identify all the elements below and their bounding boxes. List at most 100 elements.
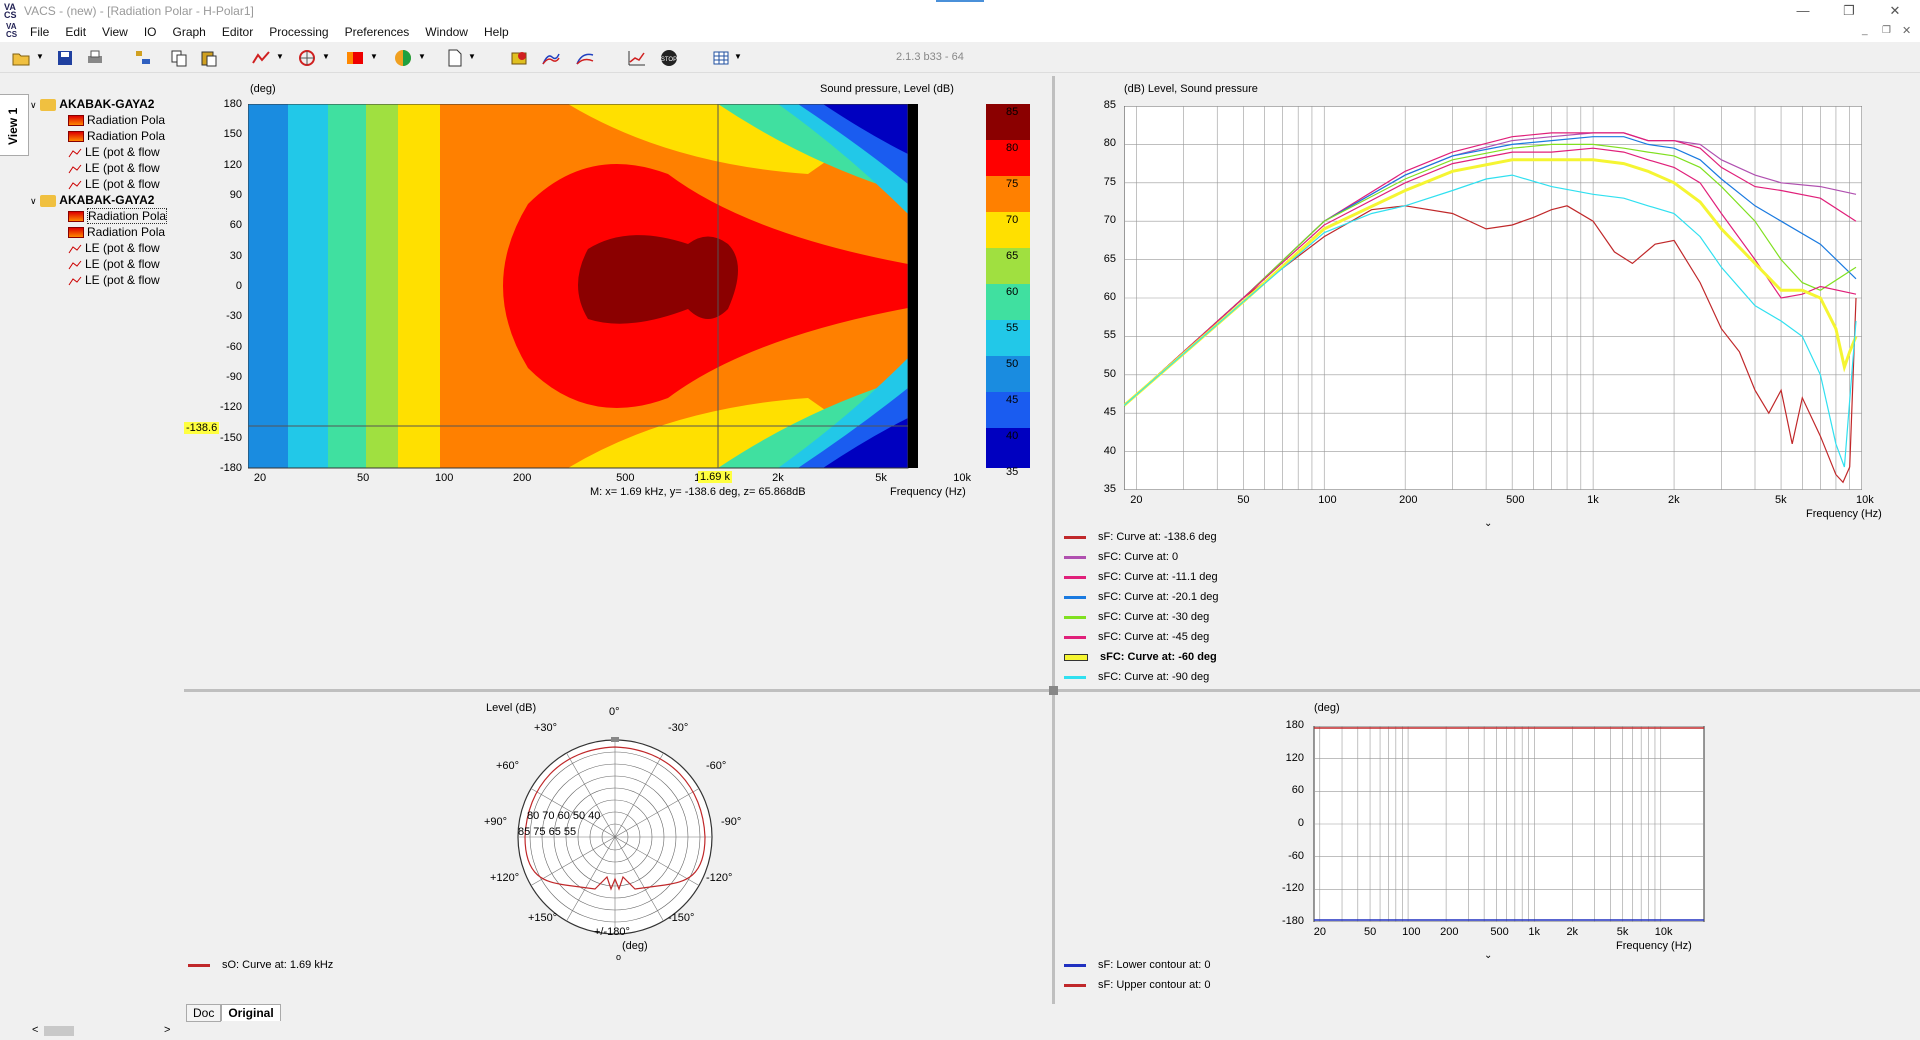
polar-angle-m90: -90° [721,816,742,828]
line-graph-icon[interactable] [252,49,270,67]
menu-processing[interactable]: Processing [269,25,329,39]
polar-legend-row[interactable]: sO: Curve at: 1.69 kHz [188,956,333,974]
polar-angle-p60: +60° [496,760,520,772]
trend-icon[interactable] [628,49,646,67]
freq-series-line[interactable] [1124,132,1857,406]
polar-dropdown-icon[interactable]: ▼ [322,52,330,61]
save-icon[interactable] [56,49,74,67]
freq-legend-row[interactable]: sFC: Curve at: 0 [1064,548,1178,566]
tree-item[interactable]: LE (pot & flow [68,256,160,272]
tree-item[interactable]: LE (pot & flow [68,144,160,160]
freq-ytick: 45 [1103,406,1116,419]
print-icon[interactable] [86,49,104,67]
menu-file[interactable]: File [30,25,50,39]
scroll-thumb[interactable] [44,1026,74,1036]
small-xtick: 200 [1440,926,1459,938]
tree-item[interactable]: LE (pot & flow [68,160,160,176]
legend-swatch [1064,575,1086,579]
small-contour-plot[interactable] [1312,726,1710,922]
freq-xtick: 10k [1856,494,1874,506]
mdi-restore-icon[interactable]: ❐ [1882,25,1891,36]
balloon-graph-icon[interactable] [394,49,412,67]
tree-group-1[interactable]: ∨ AKABAK-GAYA2 [30,97,155,111]
grid-dropdown-icon[interactable]: ▼ [734,52,742,61]
polar-plot[interactable] [484,702,724,952]
open-dropdown-icon[interactable]: ▼ [36,52,44,61]
open-folder-icon[interactable] [12,49,30,67]
freq-legend-row[interactable]: sFC: Curve at: -20.1 deg [1064,588,1218,606]
freq-legend-row[interactable]: sF: Curve at: -138.6 deg [1064,528,1217,546]
freq-series-line[interactable] [1124,205,1857,484]
small-expand-icon[interactable]: ⌄ [1484,950,1493,961]
tree-item[interactable]: Radiation Pola [68,112,165,128]
freq-legend-row[interactable]: sFC: Curve at: -11.1 deg [1064,568,1218,586]
freq-series-line[interactable] [1124,147,1857,406]
tree-item[interactable]: Radiation Pola [68,224,165,240]
splitter-handle[interactable] [1049,686,1058,695]
radiation-polar-icon [68,227,84,239]
menu-preferences[interactable]: Preferences [344,25,410,39]
compute-icon[interactable] [510,49,528,67]
small-contour-x-label: Frequency (Hz) [1616,940,1692,952]
freq-legend-row[interactable]: sFC: Curve at: -30 deg [1064,608,1209,626]
stop-icon[interactable]: STOP [660,49,678,67]
menu-graph[interactable]: Graph [172,25,206,39]
menu-editor[interactable]: Editor [221,25,254,39]
frequency-chart[interactable] [1124,106,1862,490]
doc-icon: VA CS [6,22,18,39]
view-tab[interactable]: View 1 [0,94,29,156]
line-dropdown-icon[interactable]: ▼ [276,52,284,61]
contour-graph-icon[interactable] [346,49,364,67]
paste-icon[interactable] [200,49,218,67]
menu-io[interactable]: IO [143,25,157,39]
tree-item[interactable]: Radiation Pola [68,128,165,144]
menu-window[interactable]: Window [425,25,468,39]
freq-series-line[interactable] [1124,174,1857,468]
spectrum-icon[interactable] [542,49,560,67]
curves-icon[interactable] [576,49,594,67]
tree-item[interactable]: LE (pot & flow [68,176,160,192]
tree-group-2[interactable]: ∨ AKABAK-GAYA2 [30,193,155,207]
colorbar-tick: 80 [1006,142,1019,154]
mdi-minimize-icon[interactable]: _ [1862,25,1868,36]
balloon-dropdown-icon[interactable]: ▼ [418,52,426,61]
close-icon[interactable]: ✕ [1889,3,1901,18]
freq-legend-row[interactable]: sFC: Curve at: -45 deg [1064,628,1209,646]
small-legend-row[interactable]: sF: Upper contour at: 0 [1064,976,1211,994]
tree-item-selected[interactable]: Radiation Pola [68,208,168,224]
restore-icon[interactable]: ❐ [1843,3,1855,18]
doc-dropdown-icon[interactable]: ▼ [468,52,476,61]
contour-ytick: 180 [223,98,242,110]
contour-plot[interactable] [248,104,1034,472]
freq-ytick: 75 [1103,175,1116,188]
freq-legend-row[interactable]: sFC: Curve at: -90 deg [1064,668,1209,686]
freq-legend-row[interactable]: sFC: Curve at: -60 deg [1064,648,1217,666]
new-document-icon[interactable] [446,49,464,67]
copy-icon[interactable] [170,49,188,67]
freq-series-line[interactable] [1124,158,1858,407]
grid-settings-icon[interactable] [712,49,730,67]
tab-original[interactable]: Original [221,1004,281,1021]
contour-dropdown-icon[interactable]: ▼ [370,52,378,61]
tree-item[interactable]: LE (pot & flow [68,240,160,256]
polar-graph-icon[interactable] [298,49,316,67]
tree-icon[interactable] [134,49,152,67]
scroll-right-icon[interactable]: > [164,1024,171,1036]
colorbar-tick: 75 [1006,178,1019,190]
freq-series-line[interactable] [1124,136,1857,406]
tab-doc[interactable]: Doc [186,1004,222,1022]
contour-xtick: 5k [875,472,887,484]
small-legend-row[interactable]: sF: Lower contour at: 0 [1064,956,1211,974]
menu-edit[interactable]: Edit [65,25,87,39]
freq-expand-icon[interactable]: ⌄ [1484,518,1493,529]
menu-view[interactable]: View [102,25,128,39]
scroll-left-icon[interactable]: < [32,1024,39,1036]
vertical-splitter[interactable] [1052,76,1055,1004]
minimize-icon[interactable]: — [1796,3,1810,18]
menu-help[interactable]: Help [483,25,509,39]
small-xtick: 50 [1364,926,1377,938]
sidebar-scrollbar[interactable]: < > [28,1024,176,1038]
freq-series-line[interactable] [1124,143,1857,406]
tree-item[interactable]: LE (pot & flow [68,272,160,288]
mdi-close-icon[interactable]: ✕ [1902,25,1912,37]
